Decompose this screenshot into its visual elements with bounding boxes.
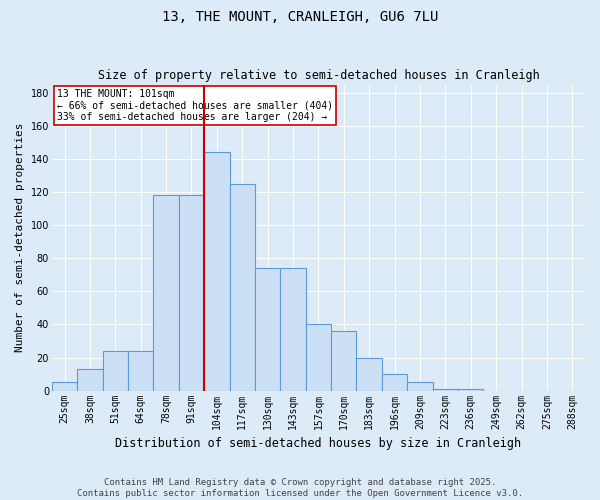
Bar [280, 268, 306, 390]
Bar [306, 324, 331, 390]
Bar [407, 382, 433, 390]
Bar [103, 351, 128, 391]
Bar [433, 389, 458, 390]
Title: Size of property relative to semi-detached houses in Cranleigh: Size of property relative to semi-detach… [98, 69, 539, 82]
Bar [52, 382, 77, 390]
Bar [77, 369, 103, 390]
Bar [255, 268, 280, 390]
Bar [179, 196, 204, 390]
Text: 13, THE MOUNT, CRANLEIGH, GU6 7LU: 13, THE MOUNT, CRANLEIGH, GU6 7LU [162, 10, 438, 24]
Bar [356, 358, 382, 390]
X-axis label: Distribution of semi-detached houses by size in Cranleigh: Distribution of semi-detached houses by … [115, 437, 521, 450]
Bar [458, 389, 484, 390]
Text: Contains HM Land Registry data © Crown copyright and database right 2025.
Contai: Contains HM Land Registry data © Crown c… [77, 478, 523, 498]
Bar [128, 351, 154, 391]
Text: 13 THE MOUNT: 101sqm
← 66% of semi-detached houses are smaller (404)
33% of semi: 13 THE MOUNT: 101sqm ← 66% of semi-detac… [57, 89, 333, 122]
Bar [382, 374, 407, 390]
Bar [204, 152, 230, 390]
Bar [230, 184, 255, 390]
Y-axis label: Number of semi-detached properties: Number of semi-detached properties [15, 123, 25, 352]
Bar [154, 196, 179, 390]
Bar [331, 331, 356, 390]
